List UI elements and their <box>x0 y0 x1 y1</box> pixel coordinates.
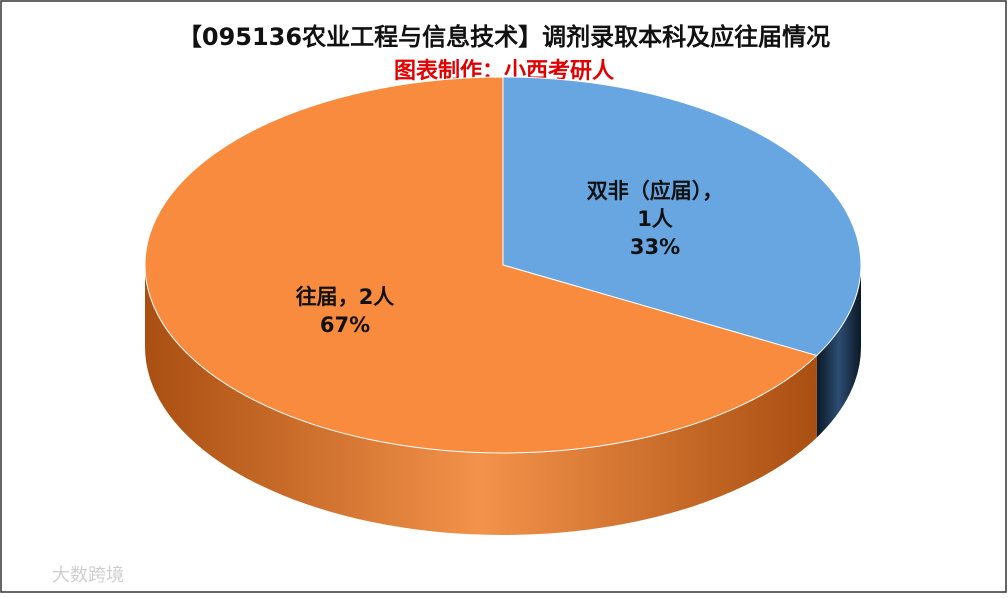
data-label: 往届，2人 67% <box>296 285 395 337</box>
category-label: 往届 <box>296 285 338 309</box>
data-label: 双非（应届）， 1人 33% <box>587 179 724 259</box>
slice-side <box>816 265 861 438</box>
slice <box>144 76 818 454</box>
label-separator: ， <box>338 285 359 309</box>
pie <box>144 76 862 535</box>
count-label: 2人 <box>359 285 395 309</box>
data-labels: 双非（应届）， 1人 33%往届，2人 67% <box>296 179 724 337</box>
category-label: 双非（应届） <box>587 179 703 203</box>
watermark: 大数跨境 <box>52 565 124 586</box>
count-label: 1人 <box>637 207 673 231</box>
chart-title: 【095136农业工程与信息技术】调剂录取本科及应往届情况 <box>178 23 830 51</box>
value-label: 67% <box>320 313 370 337</box>
slice-side <box>144 265 817 535</box>
label-separator: ， <box>702 179 723 203</box>
slice <box>502 76 862 357</box>
value-label: 33% <box>630 235 680 259</box>
